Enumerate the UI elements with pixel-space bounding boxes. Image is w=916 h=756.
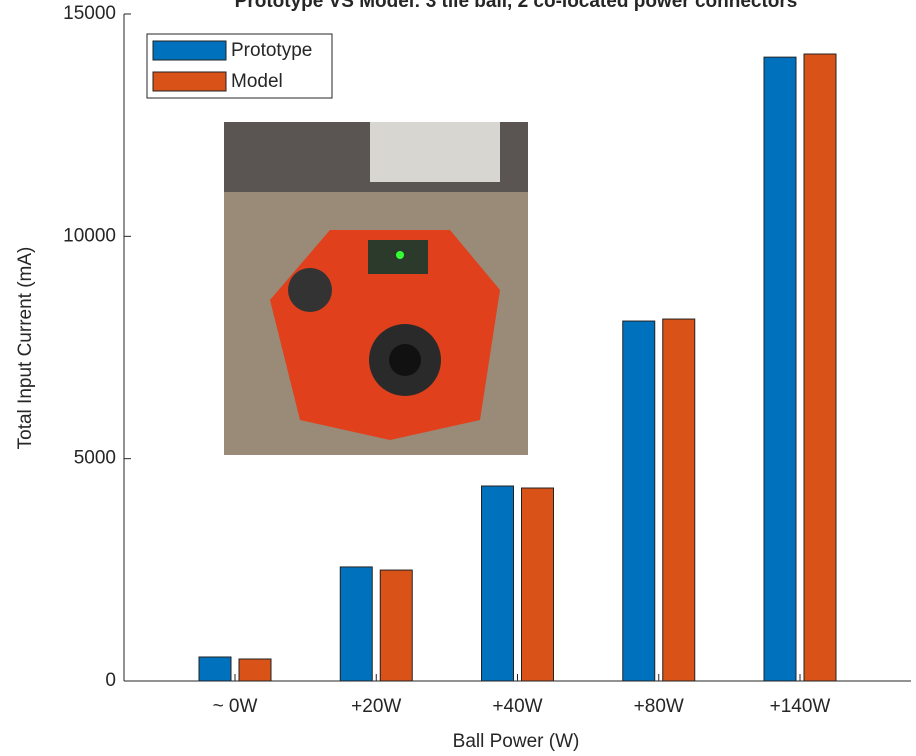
legend-label: Model [231,71,283,92]
y-tick-label: 5000 [74,448,116,469]
bar [662,318,696,682]
bar [339,566,373,682]
legend-swatch [152,71,227,92]
y-tick-label: 15000 [63,3,116,24]
x-tick-label: +80W [634,696,684,717]
x-tick-label: ~ 0W [213,696,258,717]
x-tick-label: +20W [351,696,401,717]
legend: Prototype Model [146,33,333,99]
bar [521,487,554,682]
legend-label: Prototype [231,40,312,61]
bar [198,656,232,682]
x-axis-label: Ball Power (W) [453,731,580,752]
bar [481,485,514,682]
y-tick-label: 10000 [63,225,116,246]
chart-title: Prototype VS Model: 3 tile ball, 2 co-lo… [235,0,798,12]
bar [763,56,797,682]
legend-swatch [152,40,227,61]
x-tick-label: +140W [770,696,831,717]
bar [803,53,837,682]
bar [238,658,272,682]
bar [622,320,656,682]
x-tick-label: +40W [492,696,542,717]
y-tick-label: 0 [105,670,116,691]
photo-inset [224,122,528,455]
y-axis-label: Total Input Current (mA) [15,247,36,450]
bar [379,569,413,682]
